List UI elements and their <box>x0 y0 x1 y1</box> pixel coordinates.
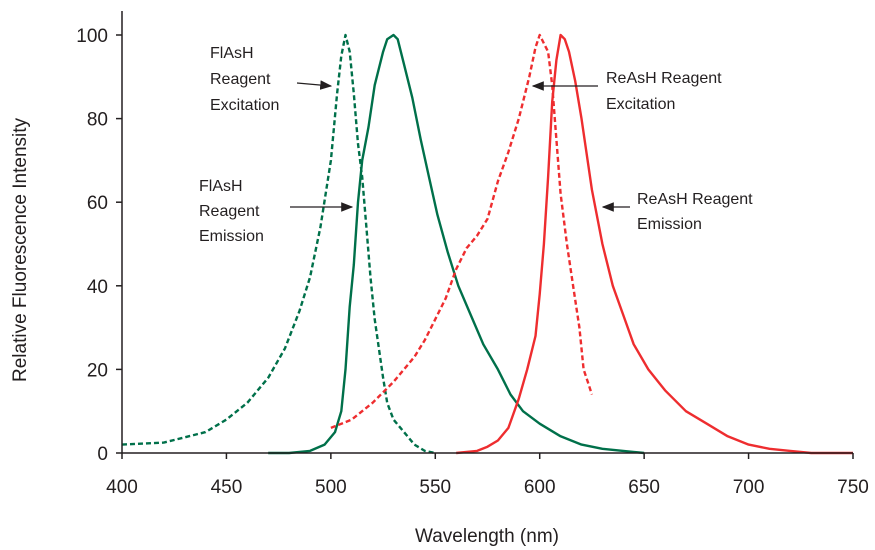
x-tick-label: 450 <box>211 477 243 498</box>
x-axis-title: Wavelength (nm) <box>415 526 559 547</box>
x-tick-label: 600 <box>524 477 556 498</box>
y-tick-label: 80 <box>87 110 108 131</box>
y-tick-label: 20 <box>87 360 108 381</box>
annotation-flash-excitation: FlAsH Reagent Excitation <box>210 45 279 114</box>
series-layer <box>121 33 853 455</box>
y-tick-label: 60 <box>87 193 108 214</box>
annotation-flash-excitation-arrow <box>296 80 333 90</box>
y-tick-label: 100 <box>76 26 108 47</box>
series-line-flash-reagent-emission <box>268 33 645 455</box>
annotation-reash-emission: ReAsH Reagent Emission <box>637 191 757 233</box>
y-tick-label: 0 <box>97 444 108 465</box>
x-tick-label: 400 <box>106 477 138 498</box>
x-tick-label: 700 <box>733 477 765 498</box>
series-line-flash-reagent-excitation <box>121 33 436 455</box>
x-tick-label: 550 <box>419 477 451 498</box>
x-tick-label: 750 <box>837 477 869 498</box>
x-tick-label: 650 <box>628 477 660 498</box>
annotation-flash-emission: FlAsH Reagent Emission <box>199 178 264 245</box>
y-axis-title: Relative Fluorescence Intensity <box>10 117 31 382</box>
tick-layer: 400 450 500 550 600 650 700 750 0 20 40 60 80 100 <box>76 26 869 498</box>
y-tick-label: 40 <box>87 277 108 298</box>
annotation-reash-excitation: ReAsH Reagent Excitation <box>606 70 726 113</box>
series-line-reash-reagent-excitation <box>330 33 594 430</box>
x-tick-label: 500 <box>315 477 347 498</box>
series-line-reash-reagent-emission <box>456 33 853 455</box>
